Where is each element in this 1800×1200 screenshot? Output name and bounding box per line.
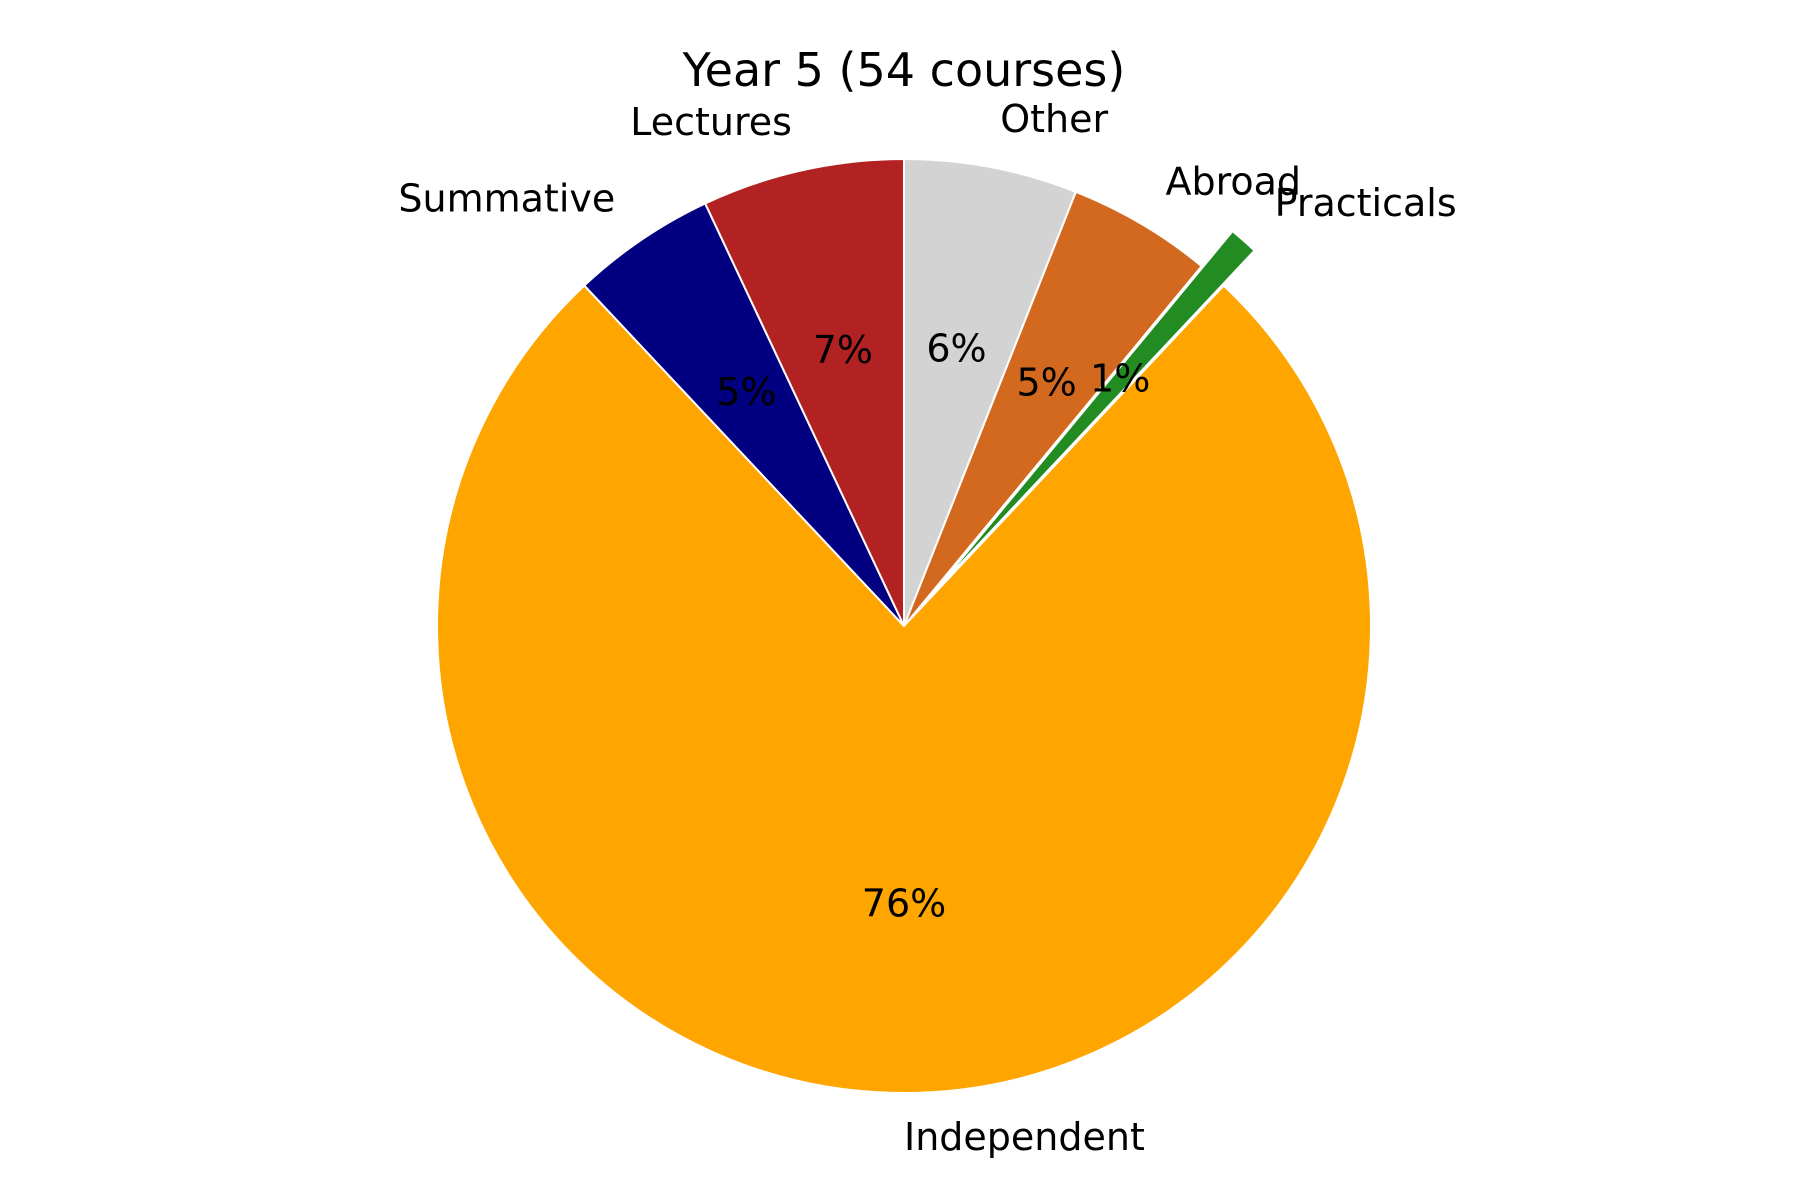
pie-slice-abroad: [903, 190, 1204, 627]
pie-slice-independent: [436, 284, 1372, 1095]
slice-label-independent: Independent: [904, 1115, 1145, 1159]
slice-label-abroad: Abroad: [1165, 159, 1301, 203]
slice-label-lectures: Lectures: [630, 100, 792, 144]
slice-label-practicals: Practicals: [1275, 181, 1457, 225]
pct-label-summative: 5%: [716, 370, 776, 414]
pie-slice-summative: [582, 202, 905, 627]
pct-label-other: 6%: [926, 326, 986, 370]
slice-label-summative: Summative: [398, 177, 615, 221]
pie-slice-lectures: [703, 157, 905, 627]
chart-title: Year 5 (54 courses): [682, 43, 1126, 97]
slice-label-other: Other: [1000, 97, 1108, 141]
pie-slice-practicals: [934, 229, 1256, 592]
pct-label-lectures: 7%: [813, 328, 873, 372]
pct-label-practicals: 1%: [1090, 356, 1150, 400]
pct-label-independent: 76%: [862, 882, 946, 926]
pie-labels: Other 6% Abroad 5% Practicals 1% Independent 76…: [398, 97, 1456, 1159]
pie-slices: [436, 157, 1372, 1095]
pct-label-abroad: 5%: [1016, 360, 1076, 404]
pie-slice-other: [903, 157, 1078, 627]
